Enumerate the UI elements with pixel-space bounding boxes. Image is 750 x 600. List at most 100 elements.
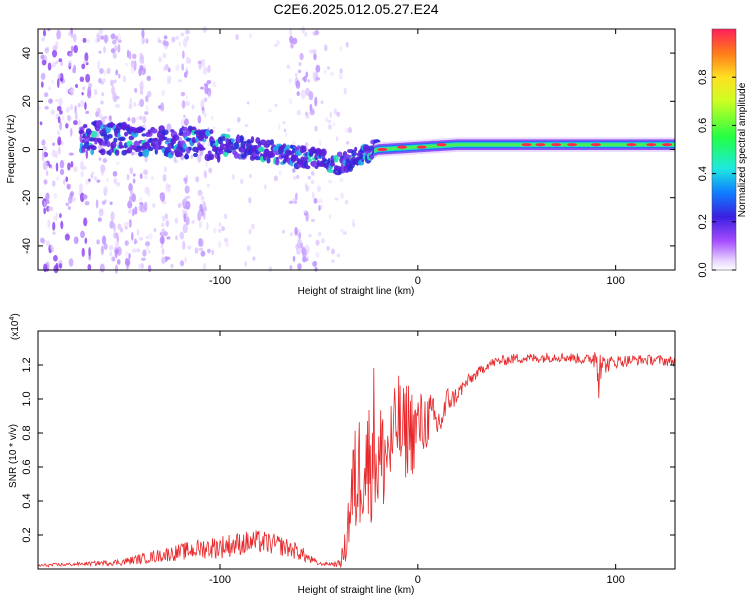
- spectrogram-noise-cell: [124, 259, 130, 266]
- snr-series-line: [37, 352, 676, 569]
- spectrogram-noise-cell: [142, 115, 147, 124]
- spectrogram-noise-cell: [142, 249, 147, 257]
- spectrogram-noise-cell: [162, 39, 167, 47]
- spectrogram-noise-cell: [160, 235, 165, 245]
- spectrogram-noise-cell: [86, 39, 91, 43]
- spectrogram-noise-cell: [67, 115, 72, 122]
- spectrogram-noise-cell: [147, 264, 152, 273]
- spectrogram-ridge-cell: [301, 145, 307, 153]
- spectrogram-noise-cell: [143, 175, 149, 180]
- spectrogram-noise-cell: [310, 171, 315, 176]
- spectrogram-noise-cell: [194, 247, 199, 254]
- spectrogram-noise-cell: [131, 248, 137, 253]
- spectrogram-noise-cell: [50, 109, 56, 115]
- spectrogram-noise-cell: [185, 100, 191, 107]
- spectrogram-noise-cell: [147, 187, 150, 197]
- snr-y-tick-label: 0.8: [21, 425, 33, 440]
- spectrogram-noise-cell: [326, 66, 330, 70]
- spectrogram-ridge-cell: [107, 134, 113, 139]
- spectrogram-noise-cell: [205, 161, 209, 168]
- spectrogram-noise-cell: [207, 64, 211, 73]
- spectrogram-noise-cell: [68, 89, 74, 94]
- spectrogram-ridge-cell: [78, 129, 85, 134]
- spectrogram-noise-cell: [143, 64, 146, 69]
- spectrogram-ridge-cell: [182, 143, 187, 150]
- spectrogram-ridge-cell: [81, 139, 86, 144]
- spectrogram-noise-cell: [57, 73, 62, 79]
- spectrogram-noise-cell: [127, 209, 133, 214]
- spectrogram-noise-cell: [141, 29, 145, 39]
- spectrogram-noise-cell: [114, 264, 118, 274]
- spectrogram-noise-cell: [116, 259, 121, 265]
- spectrogram-noise-cell: [143, 201, 148, 212]
- spectrogram-noise-cell: [49, 165, 54, 169]
- spectrogram-noise-cell: [117, 33, 122, 41]
- spectrogram-noise-cell: [310, 179, 315, 185]
- spectrogram-noise-cell: [127, 117, 131, 122]
- spectrogram-noise-cell: [40, 81, 44, 88]
- spectrogram-noise-cell: [313, 53, 317, 61]
- spectrogram-noise-cell: [212, 81, 217, 88]
- spectrogram-noise-cell: [203, 83, 209, 87]
- spectrogram-ridge-cell: [199, 147, 206, 151]
- spectrogram-noise-cell: [81, 92, 84, 96]
- snr-plot-area: [38, 331, 675, 569]
- spectrogram-noise-cell: [236, 117, 241, 123]
- spectrogram-noise-cell: [206, 80, 212, 85]
- spectrogram-noise-cell: [314, 266, 318, 272]
- spectrogram-noise-cell: [137, 103, 140, 107]
- spectrogram-ridge-cell: [80, 147, 86, 153]
- spectrogram-noise-cell: [40, 72, 46, 81]
- spectrogram-noise-cell: [312, 48, 316, 55]
- spectrogram-noise-cell: [101, 200, 106, 205]
- spectrogram-noise-cell: [57, 116, 61, 124]
- spectrogram-noise-cell: [44, 106, 49, 110]
- spectrogram-noise-cell: [130, 60, 135, 68]
- spectrogram-noise-cell: [131, 208, 135, 217]
- spectrogram-noise-cell: [128, 183, 133, 192]
- spectrogram-noise-cell: [163, 166, 168, 173]
- spectrogram-noise-cell: [65, 202, 70, 207]
- spectrogram-noise-cell: [300, 89, 306, 100]
- spectrogram-noise-cell: [43, 263, 48, 273]
- spectrogram-noise-cell: [64, 233, 70, 241]
- spectrogram-noise-cell: [175, 235, 178, 241]
- spectrogram-noise-cell: [303, 209, 307, 214]
- spectrogram-noise-cell: [305, 141, 309, 148]
- spectrogram-noise-cell: [73, 120, 78, 126]
- spectrogram-noise-cell: [201, 207, 204, 217]
- spectrogram-noise-cell: [184, 185, 190, 194]
- spectrogram-noise-cell: [68, 152, 74, 156]
- spectrogram-core-cell: [416, 145, 427, 149]
- spectrogram-noise-cell: [310, 218, 316, 222]
- spectrogram-noise-cell: [87, 90, 92, 99]
- spectrogram-noise-cell: [183, 118, 189, 126]
- snr-y-tick-label: 1.0: [21, 391, 33, 406]
- spectrogram-noise-cell: [352, 222, 355, 228]
- spectrogram-noise-cell: [282, 229, 285, 234]
- spectrogram-ridge-cell: [172, 134, 180, 141]
- spectrogram-core-cell: [551, 143, 562, 147]
- spectrogram-y-tick-label: 20: [21, 95, 33, 107]
- spectrogram-noise-cell: [312, 71, 316, 80]
- spectrogram-noise-cell: [318, 205, 321, 211]
- spectrogram-noise-cell: [292, 175, 297, 180]
- spectrogram-noise-cell: [41, 238, 46, 245]
- spectrogram-noise-cell: [41, 139, 46, 146]
- spectrogram-noise-cell: [53, 192, 58, 199]
- spectrogram-noise-cell: [318, 231, 322, 237]
- spectrogram-noise-cell: [132, 53, 137, 60]
- spectrogram-noise-cell: [128, 252, 131, 260]
- spectrogram-noise-cell: [170, 263, 174, 268]
- spectrogram-noise-cell: [88, 246, 91, 257]
- spectrogram-ridge-cell: [351, 149, 357, 157]
- spectrogram-noise-cell: [197, 60, 203, 65]
- spectrogram-noise-cell: [85, 178, 90, 186]
- spectrogram-noise-cell: [289, 35, 294, 44]
- spectrogram-noise-cell: [66, 183, 71, 190]
- spectrogram-noise-cell: [124, 62, 129, 67]
- spectrogram-ridge-layer: [78, 120, 675, 176]
- spectrogram-noise-cell: [232, 173, 235, 181]
- spectrogram-noise-cell: [223, 213, 228, 220]
- spectrogram-noise-cell: [181, 63, 185, 71]
